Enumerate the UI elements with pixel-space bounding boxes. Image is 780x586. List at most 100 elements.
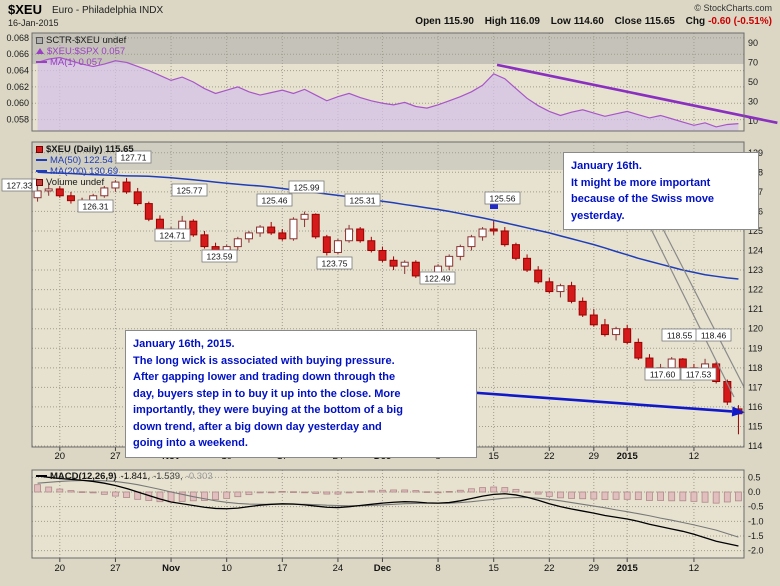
volume-legend-label: Volume undef bbox=[46, 177, 105, 188]
candle bbox=[267, 226, 276, 234]
candle bbox=[289, 218, 298, 240]
ratio-line bbox=[37, 56, 739, 128]
macd-hist-bar bbox=[267, 491, 275, 494]
macd-hist-bar bbox=[323, 491, 331, 495]
sctr-ytick-label: 90 bbox=[748, 38, 758, 48]
macd-hist-bar bbox=[735, 491, 742, 502]
candle bbox=[523, 257, 532, 271]
price-label: 117.53 bbox=[686, 370, 712, 380]
macd-hist-bar bbox=[557, 491, 564, 499]
candle bbox=[667, 358, 676, 369]
ohlc-quote: Open 115.90 High 116.09 Low 114.60 Close 115… bbox=[407, 16, 772, 27]
macd-signal-line bbox=[37, 480, 739, 538]
sctr-ytick-label: 10 bbox=[748, 116, 758, 126]
price-label: 123.75 bbox=[322, 259, 348, 269]
candle bbox=[233, 238, 242, 248]
price-ytick-label: 123 bbox=[748, 265, 763, 275]
candle bbox=[678, 358, 687, 369]
price-label: 125.77 bbox=[177, 186, 203, 196]
high-value: 116.09 bbox=[509, 16, 540, 27]
price-label: 127.33 bbox=[7, 181, 33, 191]
macd-hist-bar bbox=[634, 491, 642, 501]
price-ytick-label: 114 bbox=[748, 441, 762, 451]
candle bbox=[256, 226, 265, 234]
price-label-box bbox=[288, 180, 325, 194]
price-label-box bbox=[484, 191, 521, 205]
candle bbox=[333, 240, 342, 253]
macd-hist-bar bbox=[100, 491, 108, 495]
candle bbox=[345, 228, 354, 242]
macd-hist-bar bbox=[690, 491, 698, 502]
chg-value: -0.60 (-0.51%) bbox=[708, 16, 772, 27]
candle bbox=[511, 244, 520, 259]
candle bbox=[122, 181, 131, 193]
macd-hist-bar bbox=[490, 486, 498, 493]
candle bbox=[567, 285, 576, 302]
price-xtick-label: 20 bbox=[55, 451, 66, 462]
price-legend: $XEU (Daily) 115.65 MA(50) 122.54 MA(200… bbox=[36, 144, 134, 188]
macd-ytick-label: -2.0 bbox=[748, 546, 764, 556]
price-xtick-label: 27 bbox=[110, 451, 121, 462]
price-label-box bbox=[419, 271, 456, 285]
price-label-box bbox=[344, 193, 381, 207]
macd-value: -1.841, bbox=[120, 471, 151, 482]
candle bbox=[356, 228, 365, 242]
candle bbox=[456, 246, 465, 257]
candle bbox=[400, 261, 409, 267]
ratio-legend: SCTR-$XEU undef $XEU:$SPX 0.057 MA(1) 0.… bbox=[36, 35, 126, 68]
candle bbox=[66, 195, 75, 202]
macd-xtick-label: 17 bbox=[277, 563, 288, 574]
macd-hist-bar bbox=[434, 491, 442, 494]
close-value: 115.65 bbox=[644, 16, 675, 27]
macd-hist-bar bbox=[568, 491, 575, 499]
macd-hist-bar bbox=[646, 491, 653, 501]
macd-hist-bar bbox=[278, 491, 286, 493]
price-label: 118.46 bbox=[701, 331, 727, 341]
price-ytick-label: 124 bbox=[748, 246, 763, 256]
candle bbox=[389, 259, 398, 267]
chart-date: 16-Jan-2015 bbox=[8, 18, 59, 28]
macd-xtick-label: 20 bbox=[55, 563, 66, 574]
candle bbox=[411, 261, 420, 277]
macd-xtick-label: 27 bbox=[110, 563, 121, 574]
macd-hist-bar bbox=[167, 491, 175, 503]
sctr-gray-band bbox=[32, 33, 744, 64]
candle bbox=[589, 314, 598, 326]
candle bbox=[534, 269, 543, 283]
ratio-ytick-label: 0.068 bbox=[6, 33, 29, 43]
candle bbox=[278, 232, 287, 240]
trend-arrow-line bbox=[468, 390, 733, 413]
macd-ytick-label: 0.0 bbox=[748, 487, 761, 497]
macd-hist-bar bbox=[468, 488, 475, 493]
macd-hist-bar bbox=[623, 491, 631, 500]
macd-hist-bar bbox=[256, 491, 264, 494]
close-label: Close bbox=[614, 16, 642, 27]
candle bbox=[500, 230, 509, 246]
low-value: 114.60 bbox=[573, 16, 604, 27]
ratio-ytick-label: 0.064 bbox=[6, 66, 29, 76]
candle bbox=[33, 190, 42, 199]
macd-hist-bar bbox=[456, 489, 464, 493]
macd-hist-bar bbox=[45, 486, 53, 493]
callout-swiss-move: January 16th. It might be more important… bbox=[563, 152, 759, 230]
price-ytick-label: 117 bbox=[748, 382, 762, 392]
price-label-box bbox=[171, 183, 208, 197]
price-label: 123.59 bbox=[207, 252, 233, 262]
ma50-legend-icon bbox=[36, 159, 47, 161]
price-label: 126.31 bbox=[83, 202, 109, 212]
macd-plot-bg bbox=[32, 470, 744, 558]
price-ytick-label: 119 bbox=[748, 343, 762, 353]
trend-arrow-head bbox=[731, 406, 746, 417]
macd-hist-bar bbox=[234, 491, 242, 498]
ratio-ytick-label: 0.060 bbox=[6, 98, 29, 108]
macd-hist-bar bbox=[545, 491, 553, 497]
price-xtick-label: 2015 bbox=[617, 451, 639, 462]
macd-hist-bar bbox=[579, 491, 587, 500]
annotation-marker bbox=[490, 201, 498, 209]
sctr-legend-label: SCTR-$XEU undef bbox=[46, 35, 127, 46]
open-value: 115.90 bbox=[443, 16, 474, 27]
price-ytick-label: 116 bbox=[748, 402, 762, 412]
price-ytick-label: 121 bbox=[748, 304, 763, 314]
